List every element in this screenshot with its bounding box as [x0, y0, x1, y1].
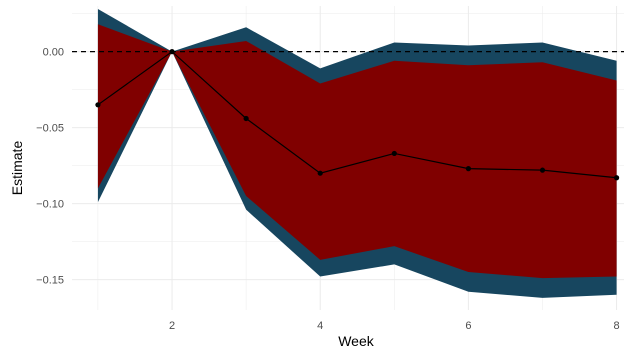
estimate-point	[539, 167, 546, 173]
x-axis-title: Week	[338, 333, 375, 349]
estimate-point	[95, 102, 101, 108]
y-tick-label: 0.00	[43, 47, 64, 59]
estimate-point	[465, 166, 472, 172]
x-tick-label: 8	[614, 320, 620, 332]
confidence-bands	[97, 9, 617, 298]
estimate-point	[169, 49, 175, 55]
inner-confidence-band	[97, 24, 617, 279]
estimate-point	[391, 150, 397, 157]
y-tick-label: −0.10	[36, 199, 64, 211]
x-tick-label: 2	[169, 320, 175, 332]
estimate-point	[243, 115, 249, 122]
y-tick-label: −0.15	[36, 275, 64, 287]
x-axis-ticks: 2 4 6 8	[169, 320, 620, 332]
estimate-series	[95, 49, 620, 181]
y-axis-ticks: 0.00 −0.05 −0.10 −0.15	[36, 47, 64, 287]
y-tick-label: −0.05	[36, 123, 64, 135]
estimate-point	[613, 175, 620, 181]
x-tick-label: 6	[465, 320, 471, 332]
estimate-point	[317, 170, 323, 176]
x-tick-label: 4	[317, 320, 323, 332]
estimate-line	[97, 50, 617, 179]
y-axis-title: Estimate	[9, 141, 25, 196]
